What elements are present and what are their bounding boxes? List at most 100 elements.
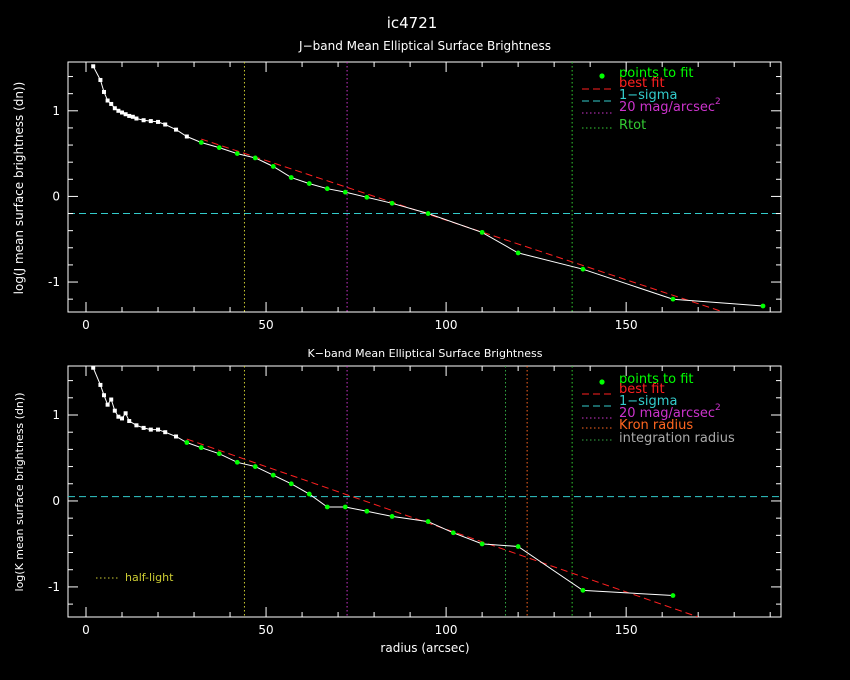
j-band-panel: J−band Mean Elliptical Surface Brightnes… bbox=[12, 39, 782, 332]
k-fit-point bbox=[479, 541, 485, 547]
k-fit-point bbox=[342, 504, 348, 510]
k-profile-point bbox=[116, 414, 121, 419]
j-fit-point bbox=[324, 186, 330, 192]
j-profile-point bbox=[112, 106, 117, 111]
k-x-tick-label: 0 bbox=[82, 623, 90, 637]
k-profile-point bbox=[120, 416, 125, 421]
k-x-tick-label: 100 bbox=[435, 623, 458, 637]
j-clipped-marks bbox=[68, 62, 781, 312]
j-x-tick-label: 0 bbox=[82, 318, 90, 332]
k-legend-kron-label: Kron radius bbox=[619, 418, 693, 433]
k-fit-point bbox=[364, 508, 370, 514]
j-profile-point bbox=[134, 116, 139, 121]
j-legend-points-marker bbox=[599, 73, 605, 79]
j-x-tick-label: 150 bbox=[615, 318, 638, 332]
j-profile-point bbox=[130, 114, 135, 119]
k-fit-point bbox=[450, 530, 456, 536]
k-fit-point bbox=[580, 587, 586, 593]
j-legend-rtot-label: Rtot bbox=[619, 118, 646, 133]
j-profile-point bbox=[105, 98, 110, 103]
j-profile-point bbox=[141, 118, 146, 123]
k-band-panel: K−band Mean Elliptical Surface Brightnes… bbox=[13, 347, 782, 655]
k-fit-point bbox=[425, 519, 431, 524]
j-fit-point bbox=[479, 229, 485, 235]
k-profile-point bbox=[148, 427, 153, 432]
k-y-tick-label: 0 bbox=[52, 494, 60, 508]
j-x-tick-label: 100 bbox=[435, 318, 458, 332]
k-fit-point bbox=[288, 481, 294, 487]
k-fit-point bbox=[324, 504, 330, 510]
j-fit-point bbox=[216, 145, 222, 151]
k-legend-mag20-label: 20 mag/arcsec2 bbox=[619, 403, 721, 421]
j-fit-point bbox=[515, 250, 521, 256]
j-legend-mag20-label: 20 mag/arcsec2 bbox=[619, 97, 721, 115]
half-light-legend: half-light bbox=[96, 571, 174, 584]
j-profile-point bbox=[98, 77, 103, 82]
k-legend-points-label: points to fit bbox=[619, 372, 694, 387]
j-panel-title: J−band Mean Elliptical Surface Brightnes… bbox=[298, 39, 551, 53]
j-y-tick-label: 0 bbox=[52, 189, 60, 203]
k-x-tick-label: 50 bbox=[258, 623, 273, 637]
j-fit-point bbox=[670, 296, 676, 302]
k-clipped-marks bbox=[68, 366, 781, 617]
j-profile-point bbox=[184, 134, 189, 139]
k-fit-point bbox=[216, 451, 222, 457]
k-profile-point bbox=[112, 408, 117, 413]
k-fit-point bbox=[198, 445, 204, 451]
k-x-tick-label: 150 bbox=[615, 623, 638, 637]
half-light-label: half-light bbox=[125, 571, 174, 584]
k-legend-bestfit-label: best fit bbox=[619, 382, 665, 397]
k-panel-title: K−band Mean Elliptical Surface Brightnes… bbox=[308, 347, 543, 360]
j-fit-point bbox=[234, 151, 240, 157]
j-profile-point bbox=[102, 89, 107, 94]
j-profile-point bbox=[91, 64, 96, 69]
j-fit-point bbox=[389, 200, 395, 206]
j-profile-point bbox=[109, 101, 114, 106]
k-plot-frame bbox=[67, 365, 782, 618]
figure-title: ic4721 bbox=[387, 14, 438, 32]
j-y-tick-label: -1 bbox=[48, 275, 60, 289]
k-fit-point bbox=[252, 464, 258, 469]
k-profile-point bbox=[98, 382, 103, 387]
k-profile-point bbox=[163, 430, 168, 435]
k-profile-point bbox=[91, 366, 96, 370]
k-fit-point bbox=[184, 440, 190, 445]
j-plot-frame bbox=[67, 61, 782, 313]
j-fit-point bbox=[252, 155, 258, 161]
j-y-axis-label: log(J mean surface brightness (dn)) bbox=[12, 82, 26, 295]
k-fit-point bbox=[515, 544, 521, 549]
j-profile-point bbox=[163, 122, 168, 127]
j-profile-point bbox=[148, 119, 153, 124]
k-profile-point bbox=[105, 402, 110, 407]
j-fit-point bbox=[306, 181, 312, 186]
k-profile-point bbox=[127, 419, 132, 424]
k-profile-point bbox=[141, 425, 146, 430]
j-fit-point bbox=[760, 303, 766, 309]
j-legend-points-label: points to fit bbox=[619, 66, 694, 81]
j-fit-point bbox=[580, 266, 586, 272]
k-y-axis-label: log(K mean surface brightness (dn)) bbox=[13, 393, 26, 592]
x-axis-label: radius (arcsec) bbox=[380, 641, 469, 655]
k-profile-point bbox=[156, 427, 161, 432]
j-profile-point bbox=[127, 113, 132, 118]
k-y-tick-label: 1 bbox=[52, 408, 60, 422]
k-profile-point bbox=[109, 397, 114, 402]
j-fit-point bbox=[288, 175, 294, 180]
k-fit-point bbox=[670, 593, 676, 598]
j-profile-point bbox=[123, 112, 128, 117]
j-legend-sigma-label: 1−sigma bbox=[619, 88, 677, 103]
k-fit-point bbox=[270, 472, 276, 478]
k-legend: points to fit best fit 1−sigma 20 mag/ar… bbox=[582, 372, 735, 446]
j-fit-point bbox=[342, 189, 348, 195]
j-profile-point bbox=[174, 127, 179, 132]
j-legend-bestfit-label: best fit bbox=[619, 76, 665, 91]
j-x-tick-label: 50 bbox=[258, 318, 273, 332]
k-profile-point bbox=[134, 423, 139, 428]
j-profile-point bbox=[120, 110, 125, 115]
k-legend-points-marker bbox=[599, 379, 605, 385]
j-profile-point bbox=[116, 108, 121, 113]
k-profile-point bbox=[123, 411, 128, 416]
k-profile-point bbox=[174, 434, 179, 439]
